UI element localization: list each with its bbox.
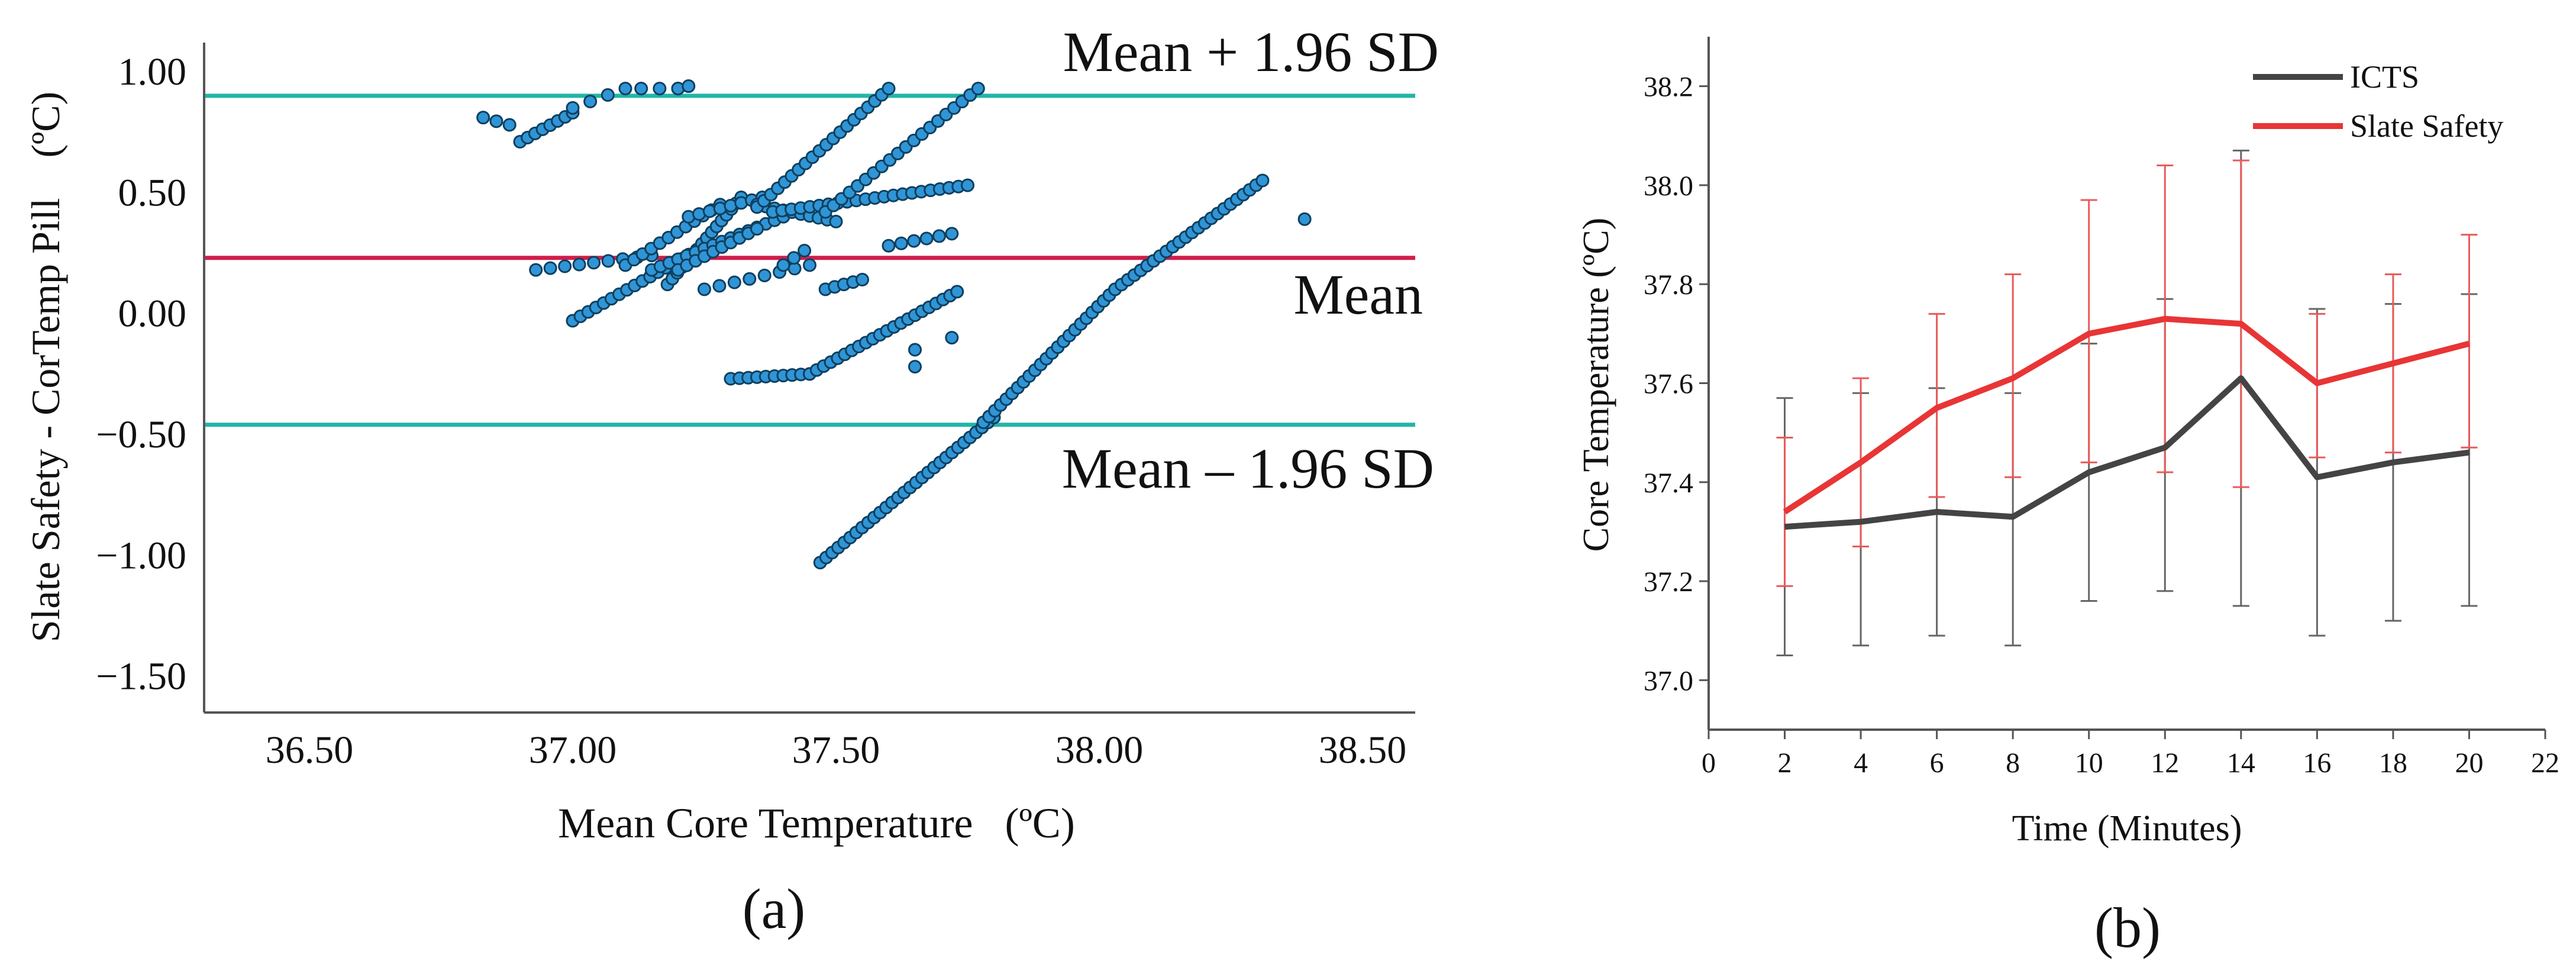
data-point	[787, 251, 801, 265]
slate-safety-line	[1783, 315, 2470, 515]
x-tick-labels: 36.50 37.00 37.50 38.00 38.50	[266, 728, 1407, 772]
bland-altman-panel: 36.50 37.00 37.50 38.00 38.50 1.00 0.50 0.00 −0…	[23, 20, 1439, 940]
x-tick-label: 38.00	[1055, 728, 1144, 772]
data-point	[971, 82, 985, 96]
data-point	[1297, 212, 1312, 226]
data-point	[502, 118, 517, 132]
data-point	[572, 257, 586, 272]
data-point	[919, 231, 934, 246]
data-point	[618, 82, 632, 96]
series-lines	[1783, 315, 2470, 530]
data-point	[743, 272, 757, 286]
data-point	[908, 360, 922, 374]
x-tick-label: 6	[1930, 747, 1944, 779]
y-tick-label: 37.0	[1644, 665, 1693, 697]
data-point	[856, 272, 869, 286]
data-point	[587, 256, 601, 270]
data-point	[543, 261, 557, 275]
data-point	[803, 258, 816, 272]
x-axis-title: Time (Minutes)	[2012, 808, 2242, 849]
data-point	[727, 275, 741, 289]
y-tick-label: 0.50	[118, 171, 187, 214]
x-tick-label: 10	[2075, 747, 2103, 779]
x-tick-label: 0	[1702, 747, 1716, 779]
panel-b-caption: (b)	[2094, 896, 2161, 959]
data-point	[601, 88, 615, 102]
y-ticks: 37.0 37.2 37.4 37.6 37.8 38.0 38.2	[1644, 72, 1709, 697]
data-point	[882, 82, 896, 96]
data-point	[1255, 173, 1270, 188]
x-tick-label: 38.50	[1319, 728, 1407, 772]
data-point	[476, 111, 490, 125]
data-point	[757, 268, 771, 282]
data-point	[950, 285, 964, 299]
y-tick-label: 1.00	[118, 50, 187, 94]
panel-a-caption: (a)	[743, 877, 806, 940]
x-axis-title: Mean Core Temperature (ºC)	[558, 800, 1075, 847]
scatter-points	[476, 79, 1312, 570]
y-tick-labels: 1.00 0.50 0.00 −0.50 −1.00 −1.50	[96, 50, 186, 698]
data-point	[682, 79, 696, 94]
x-tick-label: 20	[2455, 747, 2483, 779]
x-ticks: 0 2 4 6 8 10 12 14 16 18 20 22	[1702, 730, 2559, 779]
icts-line	[1784, 375, 2470, 530]
data-point	[894, 236, 908, 250]
y-axis-title: Core Temperature (ºC)	[1576, 218, 1616, 552]
legend: ICTS Slate Safety	[2253, 59, 2503, 144]
x-tick-label: 18	[2379, 747, 2407, 779]
x-tick-label: 2	[1778, 747, 1792, 779]
data-point	[653, 82, 667, 96]
data-point	[829, 214, 843, 228]
x-tick-label: 14	[2227, 747, 2255, 779]
data-point	[945, 227, 959, 241]
y-tick-label: 38.2	[1644, 72, 1693, 103]
legend-label: Slate Safety	[2350, 108, 2503, 144]
data-point	[566, 101, 580, 115]
y-tick-label: 37.4	[1644, 468, 1693, 499]
legend-label: ICTS	[2350, 59, 2419, 95]
x-tick-label: 37.00	[529, 728, 617, 772]
y-tick-label: −1.50	[96, 655, 186, 698]
x-tick-label: 4	[1854, 747, 1868, 779]
x-tick-label: 36.50	[266, 728, 354, 772]
y-tick-label: 37.8	[1644, 269, 1693, 301]
data-point	[489, 114, 503, 128]
y-tick-label: −0.50	[96, 413, 186, 456]
data-point	[698, 282, 711, 296]
x-tick-label: 16	[2303, 747, 2331, 779]
reference-lines	[204, 94, 1415, 427]
data-point	[798, 243, 812, 257]
y-axis-title: Slate Safety - CorTemp Pill (ºC)	[23, 92, 68, 642]
data-point	[776, 258, 790, 272]
y-tick-label: 37.6	[1644, 369, 1693, 400]
core-temperature-panel: 0 2 4 6 8 10 12 14 16 18 20 22 37.0 37.2 37.4 37.6 37.8…	[1576, 37, 2559, 959]
data-point	[945, 331, 959, 345]
data-point	[961, 178, 974, 192]
data-point	[750, 222, 764, 236]
data-point	[712, 279, 727, 293]
y-tick-label: 37.2	[1644, 566, 1693, 598]
slate-safety-error-bar	[2461, 234, 2478, 449]
lower-limit-label: Mean – 1.96 SD	[1062, 437, 1434, 500]
mean-label: Mean	[1293, 263, 1423, 326]
data-point	[882, 238, 896, 253]
upper-limit-label: Mean + 1.96 SD	[1063, 20, 1439, 83]
data-point	[907, 234, 921, 248]
data-point	[908, 343, 922, 357]
data-point	[583, 94, 598, 108]
data-point	[558, 259, 572, 273]
x-tick-label: 12	[2151, 747, 2179, 779]
data-point	[932, 229, 946, 243]
y-tick-label: 0.00	[118, 292, 187, 336]
x-tick-label: 37.50	[792, 728, 880, 772]
x-tick-label: 22	[2531, 747, 2559, 779]
y-tick-label: −1.00	[96, 534, 186, 577]
data-point	[601, 254, 615, 268]
error-bars	[1776, 149, 2478, 657]
x-tick-label: 8	[2006, 747, 2020, 779]
data-point	[529, 263, 543, 277]
data-point	[634, 82, 648, 96]
y-tick-label: 38.0	[1644, 170, 1693, 202]
